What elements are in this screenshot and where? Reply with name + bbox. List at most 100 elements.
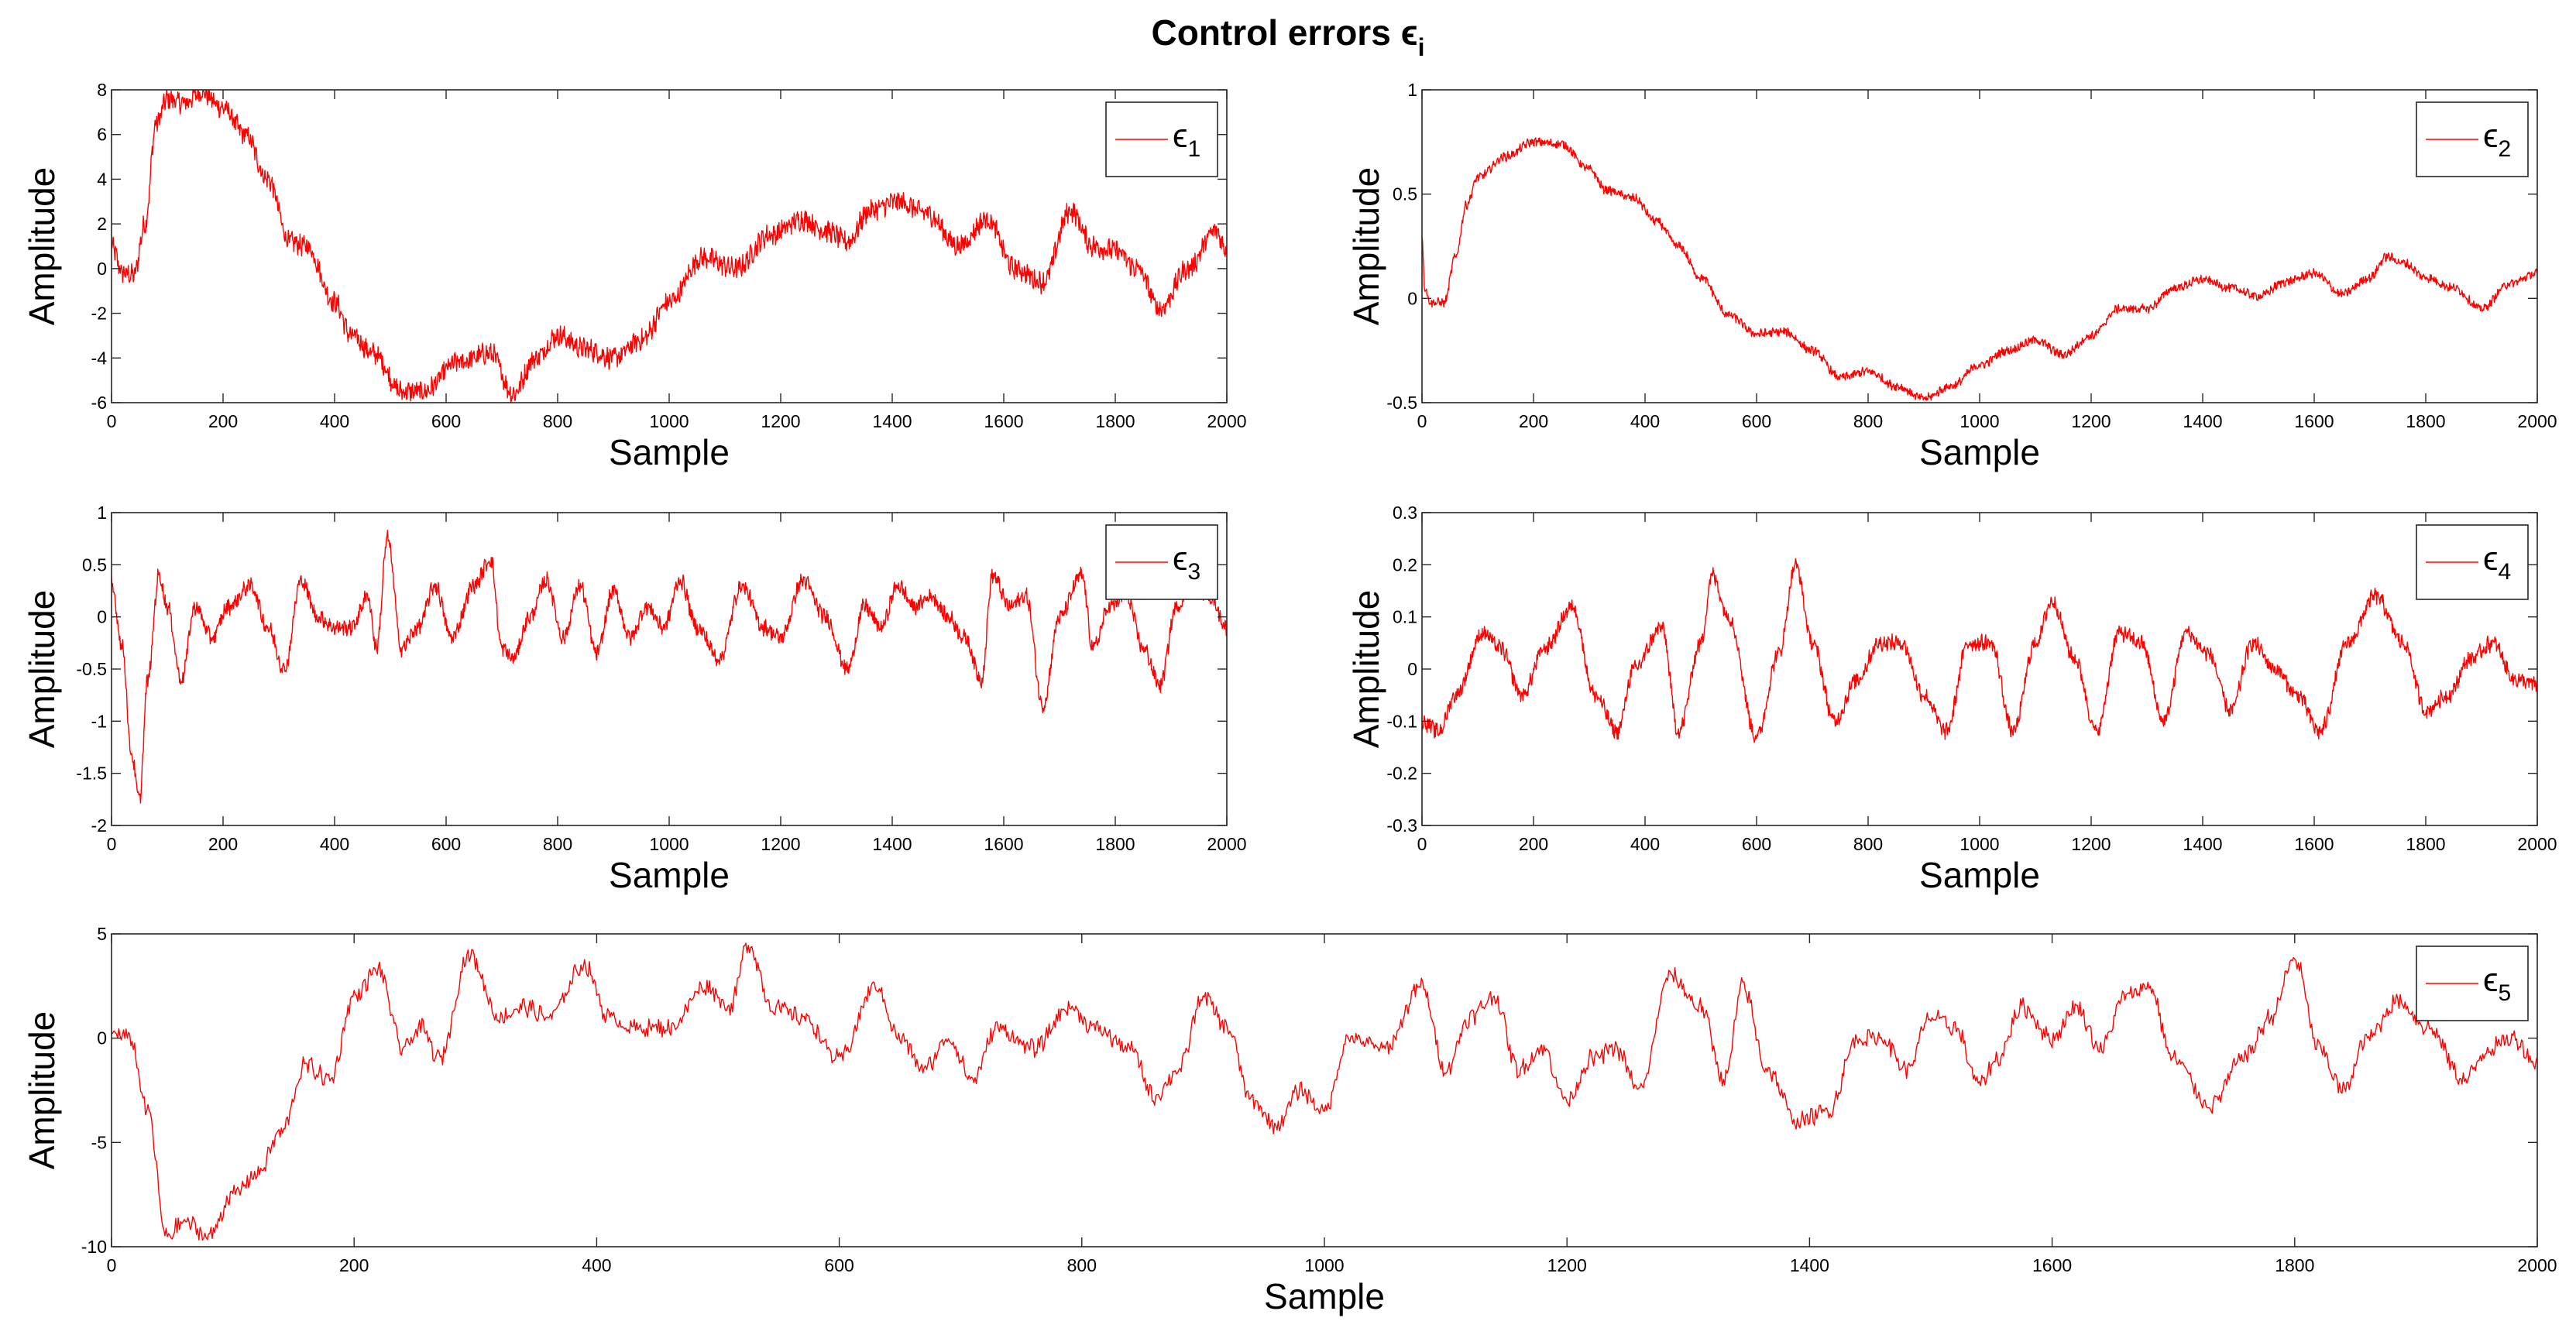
x-tick-label: 1800	[1095, 411, 1135, 431]
y-tick-label: -4	[91, 348, 108, 368]
series-line-ϵ1	[112, 90, 1227, 403]
legend-label: ϵ2	[2483, 117, 2511, 162]
y-tick-label: 6	[97, 125, 107, 145]
x-tick-label: 2000	[1207, 411, 1246, 431]
x-tick-label: 400	[582, 1255, 611, 1275]
x-tick-label: 2000	[1207, 834, 1246, 854]
y-axis-label: Amplitude	[22, 590, 62, 749]
x-tick-label: 1000	[1304, 1255, 1344, 1275]
x-tick-label: 600	[431, 411, 461, 431]
x-tick-label: 200	[208, 834, 238, 854]
y-axis-label: Amplitude	[1346, 167, 1386, 326]
y-tick-label: -0.1	[1386, 711, 1417, 731]
y-tick-label: -1.5	[76, 764, 107, 784]
y-tick-label: 0	[1407, 659, 1417, 679]
y-tick-label: -5	[91, 1132, 107, 1152]
y-tick-label: -2	[91, 304, 107, 324]
x-tick-label: 400	[1630, 411, 1660, 431]
y-axis-label: Amplitude	[1346, 590, 1386, 749]
y-tick-label: 1	[1407, 80, 1417, 100]
x-tick-label: 0	[1417, 834, 1427, 854]
x-tick-label: 1400	[2183, 834, 2222, 854]
x-axis-label: Sample	[1264, 1276, 1385, 1316]
y-tick-label: -0.5	[76, 659, 107, 679]
x-tick-label: 800	[543, 411, 572, 431]
subplots: 0 200 400 600 800 1000 1200 1400 1600 1800 2000-6-…	[22, 80, 2557, 1316]
x-tick-label: 2000	[2517, 1255, 2557, 1275]
x-tick-label: 200	[339, 1255, 369, 1275]
x-tick-label: 1400	[872, 411, 912, 431]
x-tick-label: 1800	[1095, 834, 1135, 854]
x-tick-label: 0	[107, 834, 117, 854]
series-line-ϵ3	[112, 530, 1227, 804]
legend: ϵ3	[1105, 524, 1218, 600]
x-tick-label: 600	[1742, 834, 1771, 854]
x-tick-label: 1200	[761, 411, 800, 431]
y-tick-label: 0.5	[82, 554, 107, 575]
x-tick-label: 800	[1853, 834, 1883, 854]
series-line-ϵ4	[1422, 558, 2537, 743]
plot-area	[112, 934, 2537, 1247]
x-axis-label: Sample	[1919, 855, 2040, 895]
x-tick-label: 1600	[984, 834, 1023, 854]
y-tick-label: -0.3	[1386, 815, 1417, 836]
y-tick-label: -0.2	[1386, 764, 1417, 784]
y-tick-label: 0.2	[1393, 554, 1417, 575]
y-tick-label: 0	[1407, 288, 1417, 308]
x-tick-label: 1600	[984, 411, 1023, 431]
legend-label: ϵ3	[1173, 540, 1200, 585]
plot-area	[112, 513, 1227, 825]
y-tick-label: 0.3	[1393, 503, 1417, 523]
y-axis-label: Amplitude	[22, 167, 62, 326]
x-tick-label: 200	[1519, 834, 1548, 854]
x-tick-label: 1600	[2294, 834, 2334, 854]
x-tick-label: 1600	[2032, 1255, 2072, 1275]
y-tick-label: 8	[97, 80, 107, 100]
x-tick-label: 1400	[1790, 1255, 1829, 1275]
plot-area	[112, 90, 1227, 403]
x-tick-label: 600	[1742, 411, 1771, 431]
figure-title: Control errors ϵi	[1152, 12, 1425, 61]
legend-label: ϵ5	[2483, 961, 2511, 1006]
y-tick-label: 0	[97, 259, 107, 279]
x-tick-label: 1800	[2275, 1255, 2314, 1275]
y-tick-label: 0.1	[1393, 607, 1417, 627]
y-tick-label: -2	[91, 815, 107, 836]
legend: ϵ2	[2416, 101, 2529, 177]
y-tick-label: -1	[91, 711, 107, 731]
x-axis-label: Sample	[609, 855, 730, 895]
y-tick-label: 0	[97, 1028, 107, 1048]
subplot-3: 0 200 400 600 800 1000 1200 1400 1600 1800 2000 -2 -…	[22, 503, 1247, 895]
y-tick-label: 4	[97, 169, 107, 189]
x-tick-label: 1200	[1547, 1255, 1587, 1275]
y-tick-label: 1	[97, 503, 107, 523]
x-tick-label: 400	[1630, 834, 1660, 854]
x-tick-label: 800	[1067, 1255, 1097, 1275]
y-tick-label: 0.5	[1393, 184, 1417, 204]
x-axis-label: Sample	[609, 432, 730, 472]
x-tick-label: 1200	[761, 834, 800, 854]
subplot-2: 0 200 400 600 800 1000 1200 1400 1600 1800 2000 -0.…	[1346, 80, 2557, 472]
x-tick-label: 2000	[2517, 411, 2557, 431]
y-tick-label: 5	[97, 924, 107, 944]
x-tick-label: 400	[320, 834, 349, 854]
x-tick-label: 0	[107, 411, 117, 431]
x-tick-label: 1800	[2406, 834, 2445, 854]
legend-label: ϵ1	[1173, 117, 1200, 162]
x-tick-label: 1200	[2071, 411, 2111, 431]
x-tick-label: 1600	[2294, 411, 2334, 431]
x-tick-label: 1000	[1959, 834, 1999, 854]
y-axis-label: Amplitude	[22, 1011, 62, 1170]
y-tick-label: -6	[91, 393, 107, 413]
subplot-4: 0 200 400 600 800 1000 1200 1400 1600 1800 2000 -0.…	[1346, 503, 2557, 895]
x-tick-label: 1800	[2406, 411, 2445, 431]
subplot-5: 0 200 400 600 800 1000 1200 1400 1600 1800 2000 -10…	[22, 924, 2557, 1316]
series-line-ϵ2	[1422, 137, 2537, 401]
legend: ϵ5	[2416, 945, 2529, 1021]
x-tick-label: 200	[208, 411, 238, 431]
y-tick-label: 0	[97, 607, 107, 627]
x-tick-label: 600	[431, 834, 461, 854]
y-tick-label: 2	[97, 214, 107, 234]
y-tick-label: -0.5	[1386, 393, 1417, 413]
